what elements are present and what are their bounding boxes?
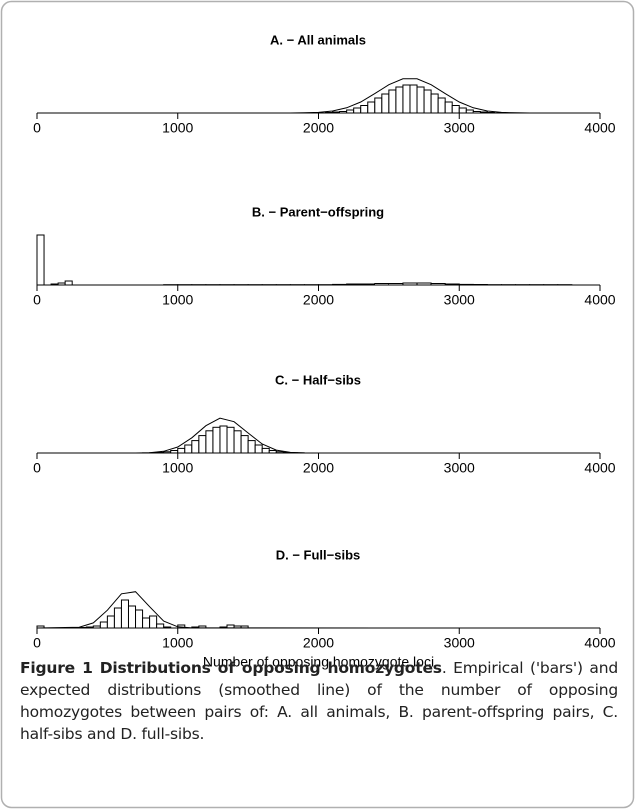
x-axis-label: Number of opposing homozygote loci [203,654,434,670]
bar [99,621,108,629]
expected-curve [37,417,600,454]
x-tick-label: 2000 [303,635,334,651]
bar [247,440,256,454]
x-tick-label: 4000 [584,120,615,136]
expected-curve [37,78,600,114]
x-tick-label: 3000 [444,460,475,476]
x-tick-label: 2000 [303,120,334,136]
bar [120,599,129,629]
bar [240,435,249,454]
bar [198,435,207,454]
bar [127,605,137,629]
bar [64,280,73,286]
bar [177,447,186,454]
bar [416,86,425,114]
panel-title: B. − Parent−offspring [252,204,384,219]
bar [142,617,151,629]
bar [423,89,432,114]
x-tick-label: 0 [33,635,41,651]
panel-title: C. − Half−sibs [275,372,361,387]
bar [205,430,214,454]
x-tick-label: 3000 [444,635,475,651]
bar [395,86,404,114]
panel-title: D. − Full−sibs [276,547,361,562]
x-tick-label: 3000 [444,292,475,308]
bar [353,107,362,114]
bar [113,607,122,629]
panel-title: A. − All animals [270,32,366,47]
caption-text: . Empirical ('bars') and expected distri… [20,659,618,743]
bar [388,89,397,114]
expected-curve [36,591,601,629]
bar [156,623,165,629]
bar [409,84,418,114]
bar [367,101,376,114]
bar [233,430,242,454]
x-tick-label: 0 [33,120,41,136]
x-tick-label: 4000 [584,292,615,308]
x-tick-label: 1000 [162,292,193,308]
x-tick-label: 2000 [303,460,334,476]
bar [149,615,158,629]
bar [36,234,45,286]
bar [184,444,193,454]
bar [360,105,369,114]
x-tick-label: 2000 [303,292,334,308]
bar [254,444,263,454]
bar [458,107,467,114]
x-tick-label: 1000 [162,460,193,476]
bar [430,93,439,114]
bar [106,615,115,629]
caption: Figure 1 Distributions of opposing homoz… [20,657,618,745]
bar [212,426,221,454]
bar [191,440,200,454]
x-tick-label: 4000 [584,635,615,651]
bar [381,93,390,114]
bar [374,97,383,114]
bar [135,609,144,629]
x-tick-label: 0 [33,292,41,308]
bar [444,101,453,114]
bar [402,84,411,114]
bar [261,447,270,454]
caption-title: Distributions of opposing homozygotes [99,659,442,677]
bar [226,426,235,454]
x-tick-label: 0 [33,460,41,476]
bar [451,105,460,114]
x-tick-label: 4000 [584,460,615,476]
bar [219,425,228,454]
x-tick-label: 3000 [444,120,475,136]
x-tick-label: 1000 [162,120,193,136]
bar [437,97,446,114]
caption-label: Figure 1 [20,659,93,677]
x-tick-label: 1000 [162,635,193,651]
